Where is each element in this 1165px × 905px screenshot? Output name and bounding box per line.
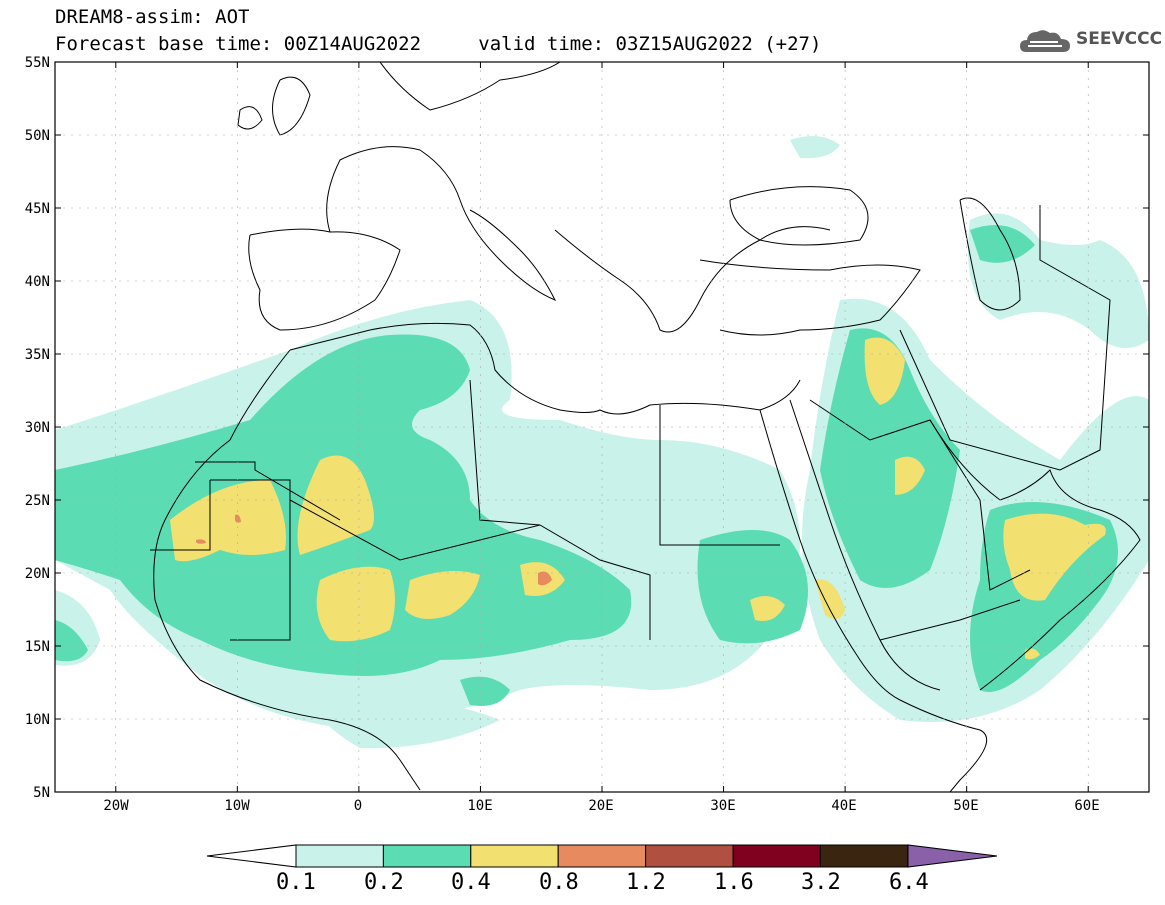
- colorbar-label-0-1: 0.1: [276, 870, 316, 895]
- aot-region-atlantic-medium: [55, 620, 88, 662]
- aot-region-sahel-light: [300, 680, 500, 749]
- border-arabia: [809, 399, 1031, 591]
- aot-region-mauritania-veryhigh-2: [196, 539, 206, 544]
- coast-gulf: [929, 419, 1141, 691]
- border-mauritania: [195, 461, 341, 521]
- aot-region-yemen-high: [1025, 648, 1040, 660]
- valid-time: valid time: 03Z15AUG2022 (+27): [478, 33, 822, 55]
- lon-label-0: 0: [354, 798, 362, 814]
- colorbar-box: [557, 844, 647, 868]
- coast-iberia: [248, 228, 401, 331]
- aot-region-chad-veryhigh: [538, 571, 552, 586]
- aot-region-iraq-high: [864, 337, 905, 405]
- border-libya: [469, 379, 541, 526]
- colorbar-label-0-4: 0.4: [451, 870, 491, 895]
- border-iran: [899, 205, 1111, 471]
- colorbar-label-3-2: 3.2: [801, 870, 841, 895]
- aot-region-redsea-high: [815, 579, 845, 619]
- aot-region-mauritania-veryhigh: [235, 514, 241, 523]
- axis-ticks: [55, 61, 1149, 793]
- coast-british-isles: [237, 76, 311, 136]
- base-time: Forecast base time: 00Z14AUG2022: [55, 33, 422, 55]
- coast-west-africa: [153, 349, 421, 791]
- aot-region-sudan-high: [750, 596, 785, 621]
- colorbar: [206, 844, 998, 868]
- colorbar-label-0-2: 0.2: [364, 870, 404, 895]
- coast-red-sea-west: [759, 409, 901, 701]
- coast-turkey: [699, 259, 921, 336]
- border-sahara-2: [150, 479, 291, 641]
- lat-label-35n: 35N: [25, 347, 50, 363]
- aot-region-ukraine-light: [790, 136, 840, 159]
- aot-region-caspian-medium: [970, 225, 1035, 263]
- colorbar-label-1-6: 1.6: [714, 870, 754, 895]
- lat-label-10n: 10N: [25, 712, 50, 728]
- lat-label-15n: 15N: [25, 639, 50, 655]
- lat-label-55n: 55N: [25, 55, 50, 71]
- coast-france-italy: [326, 146, 557, 301]
- colorbar-low-arrow: [206, 844, 297, 868]
- lat-label-25n: 25N: [25, 493, 50, 509]
- lon-label-50e: 50E: [953, 798, 978, 814]
- lat-label-20n: 20N: [25, 566, 50, 582]
- time-info: Forecast base time: 00Z14AUG2022 valid t…: [55, 33, 821, 55]
- aot-region-chad-medium: [460, 676, 510, 706]
- coast-caspian: [959, 197, 1021, 311]
- lon-label-40e: 40E: [831, 798, 856, 814]
- colorbar-box: [645, 844, 734, 868]
- aot-region-saudi-high: [895, 456, 925, 495]
- lon-label-10w: 10W: [224, 798, 250, 814]
- aot-region-algeria-high: [297, 455, 374, 555]
- coast-red-sea-east: [789, 399, 941, 691]
- border-yemen: [879, 599, 1021, 641]
- colorbar-box: [819, 844, 909, 868]
- colorbar-high-arrow: [907, 844, 998, 868]
- map-title: DREAM8-assim: AOT: [55, 6, 250, 28]
- aot-region-oman-high: [1003, 513, 1106, 601]
- lat-label-40n: 40N: [25, 274, 50, 290]
- colorbar-box: [295, 844, 384, 868]
- colorbar-label-1-2: 1.2: [626, 870, 666, 895]
- colorbar-label-6-4: 6.4: [889, 870, 929, 895]
- border-egypt: [659, 405, 780, 546]
- colorbar-label-0-8: 0.8: [539, 870, 579, 895]
- coastlines: [150, 62, 1141, 792]
- graticule: [55, 62, 1149, 792]
- lat-label-30n: 30N: [25, 420, 50, 436]
- coast-horn-africa: [899, 699, 988, 792]
- longitude-labels: 20W 10W 0 10E 20E 30E 40E 50E 60E: [103, 798, 1099, 814]
- lon-label-20w: 20W: [103, 798, 129, 814]
- lon-label-30e: 30E: [710, 798, 735, 814]
- lon-label-20e: 20E: [588, 798, 613, 814]
- aot-region-sudan-medium: [697, 530, 808, 644]
- coast-north-africa: [289, 322, 801, 415]
- aot-fields: [55, 136, 1149, 749]
- colorbar-box: [382, 844, 472, 868]
- lat-label-45n: 45N: [25, 201, 50, 217]
- lon-label-10e: 10E: [467, 798, 492, 814]
- aot-region-niger-high: [405, 571, 480, 619]
- coast-black-sea: [729, 186, 869, 246]
- colorbar-box: [732, 844, 821, 868]
- coast-north-europe: [379, 62, 561, 111]
- lon-label-60e: 60E: [1074, 798, 1099, 814]
- lat-label-50n: 50N: [25, 128, 50, 144]
- cloud-icon: [1020, 30, 1070, 52]
- aot-region-mali-high: [316, 566, 395, 642]
- colorbar-box: [470, 844, 559, 868]
- coast-balkans-greece: [554, 226, 831, 333]
- aot-region-arabia-medium: [820, 328, 960, 588]
- latitude-labels: 55N 50N 45N 40N 35N 30N 25N 20N 15N 10N …: [25, 55, 50, 801]
- logo-text: SEEVCCC: [1076, 29, 1163, 49]
- lat-label-5n: 5N: [33, 785, 50, 801]
